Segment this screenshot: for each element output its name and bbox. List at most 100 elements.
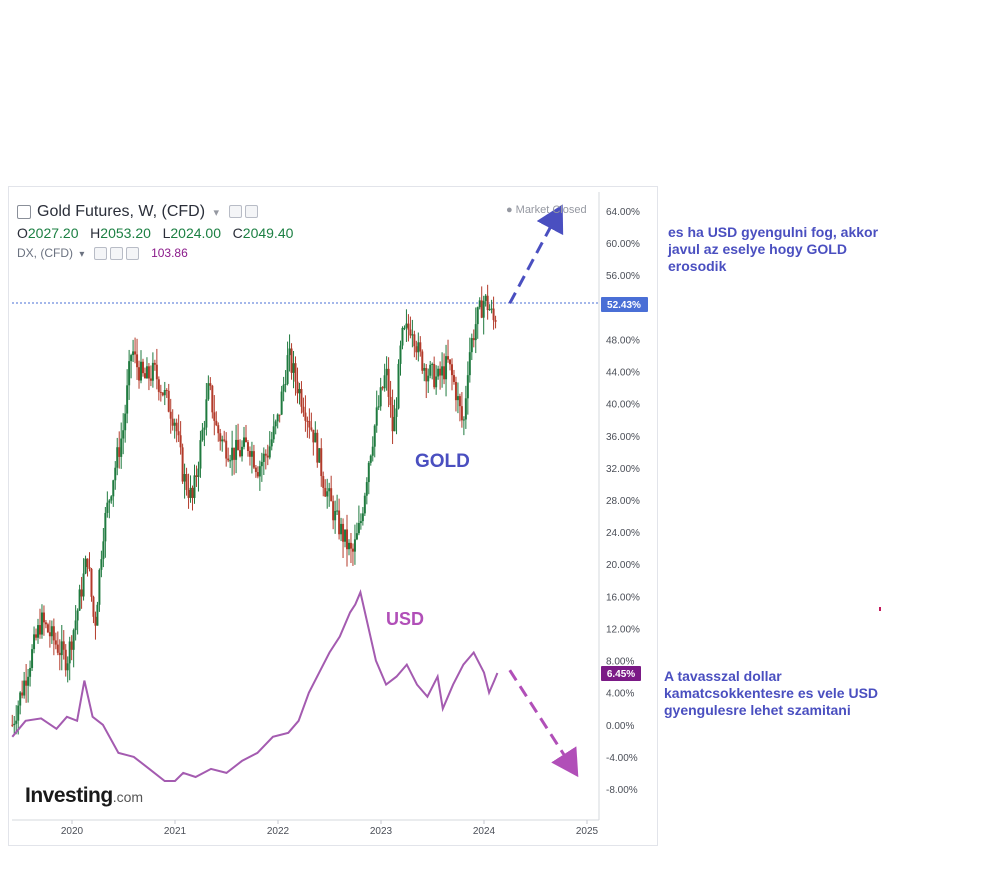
- candle-body: [239, 450, 242, 457]
- candle-body: [460, 406, 463, 421]
- candle-body: [201, 429, 204, 441]
- candle-body: [480, 300, 483, 318]
- candle-body: [290, 348, 293, 373]
- candle-body: [346, 529, 349, 550]
- candle-body: [300, 388, 303, 407]
- candle-body: [193, 475, 196, 498]
- candle-body: [464, 398, 467, 420]
- candle-body: [213, 412, 216, 421]
- candle-body: [37, 625, 40, 638]
- candle-body: [68, 641, 71, 664]
- candle-body: [82, 573, 85, 597]
- candle-body: [169, 411, 172, 419]
- candle-body: [466, 375, 469, 399]
- candle-body: [124, 413, 127, 431]
- candle-body: [365, 482, 368, 496]
- candle-body: [347, 542, 350, 550]
- candle-body: [371, 446, 374, 456]
- chevron-down-icon[interactable]: ▾: [213, 207, 220, 219]
- close-icon[interactable]: [125, 247, 139, 261]
- candle-body: [84, 558, 87, 574]
- candle-body: [130, 355, 133, 362]
- gold-price-badge: 52.43%: [601, 297, 648, 312]
- candle-body: [29, 667, 32, 677]
- x-tick-label: 2023: [370, 826, 393, 837]
- gear-icon[interactable]: [245, 205, 259, 219]
- dx-title: DX, (CFD): [17, 246, 73, 260]
- candle-body: [128, 361, 131, 386]
- candle-body: [209, 383, 212, 386]
- market-status: ● Market Closed: [506, 204, 587, 216]
- candle-body: [205, 399, 208, 428]
- candle-body: [264, 453, 267, 456]
- candle-body: [421, 351, 424, 371]
- candle-body: [203, 427, 206, 430]
- candle-body: [118, 447, 121, 457]
- candle-body: [470, 338, 473, 353]
- candle-body: [355, 533, 358, 540]
- candle-body: [90, 568, 93, 597]
- eye-icon[interactable]: [229, 205, 243, 219]
- candle-body: [54, 640, 57, 645]
- candle-body: [149, 378, 152, 381]
- candle-body: [96, 604, 99, 626]
- candle-body: [387, 368, 390, 397]
- candle-body: [207, 383, 210, 400]
- candle-body: [94, 616, 97, 626]
- candle-body: [233, 447, 236, 460]
- candle-body: [46, 624, 49, 633]
- candle-body: [157, 379, 160, 392]
- candle-body: [294, 363, 297, 382]
- candle-body: [456, 396, 459, 401]
- candle-body: [369, 455, 372, 463]
- candle-body: [21, 692, 24, 696]
- candle-body: [126, 385, 129, 414]
- candle-body: [397, 363, 400, 409]
- candle-body: [42, 612, 45, 623]
- candle-body: [431, 363, 434, 365]
- usd-series-label: USD: [386, 609, 425, 629]
- candle-body: [177, 431, 180, 436]
- candle-body: [88, 567, 91, 569]
- candle-body: [23, 680, 26, 696]
- candle-body: [266, 455, 269, 458]
- market-status-text: Market Closed: [515, 204, 587, 216]
- candle-body: [235, 439, 238, 460]
- candle-body: [328, 488, 331, 492]
- candle-body: [268, 446, 271, 458]
- candle-body: [145, 366, 148, 379]
- close-value: 2049.40: [242, 225, 294, 241]
- candle-body: [314, 432, 317, 443]
- dx-value: 103.86: [151, 246, 188, 260]
- candle-body: [171, 418, 174, 426]
- eye-icon[interactable]: [93, 247, 107, 261]
- candle-body: [104, 512, 107, 542]
- candle-body: [72, 630, 75, 650]
- candle-body: [134, 351, 137, 355]
- candle-body: [187, 489, 190, 498]
- x-tick-label: 2024: [473, 826, 496, 837]
- checkbox-icon[interactable]: [17, 204, 31, 219]
- y-tick-label: 24.00%: [606, 528, 640, 539]
- candle-body: [324, 487, 327, 497]
- chevron-down-icon[interactable]: ▾: [79, 249, 85, 260]
- candle-body: [122, 430, 125, 439]
- gear-icon[interactable]: [109, 247, 123, 261]
- candle-body: [215, 420, 218, 426]
- candle-body: [155, 364, 158, 380]
- x-tick-label: 2022: [267, 826, 290, 837]
- candle-body: [407, 323, 410, 330]
- candle-body: [306, 420, 309, 422]
- candle-body: [140, 361, 143, 381]
- candle-body: [66, 663, 69, 671]
- candle-body: [197, 468, 200, 477]
- candle-body: [409, 329, 412, 336]
- candle-body: [270, 439, 273, 447]
- candle-body: [393, 416, 396, 432]
- candle-body: [391, 405, 394, 432]
- y-tick-label: -4.00%: [606, 753, 638, 764]
- candle-body: [50, 626, 53, 637]
- x-axis: 2020 2021 2022 2023 2024 2025: [61, 820, 599, 837]
- candle-body: [375, 407, 378, 426]
